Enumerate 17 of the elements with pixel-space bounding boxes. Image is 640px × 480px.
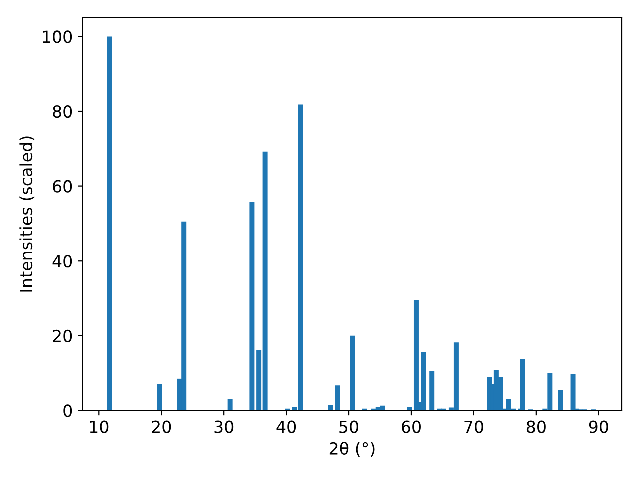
x-tick-label: 40 [276, 420, 296, 434]
x-tick-label: 60 [402, 420, 421, 434]
y-axis-title: Intensities (scaled) [20, 136, 35, 292]
y-tick-label: 60 [53, 180, 72, 193]
x-tick-label: 90 [589, 420, 608, 434]
x-tick-label: 70 [464, 420, 484, 434]
x-tick-label: 20 [152, 420, 172, 434]
x-tick-label: 30 [214, 420, 234, 434]
y-tick-label: 0 [64, 404, 72, 418]
x-axis-title: 2θ (°) [330, 442, 375, 457]
x-tick-label: 80 [526, 420, 546, 434]
y-tick-label: 100 [43, 30, 72, 44]
y-tick-label: 40 [52, 255, 72, 268]
y-tick-label: 20 [53, 330, 72, 342]
x-tick-label: 50 [340, 420, 359, 434]
x-tick-label: 10 [90, 420, 109, 434]
y-tick-label: 80 [53, 105, 72, 118]
